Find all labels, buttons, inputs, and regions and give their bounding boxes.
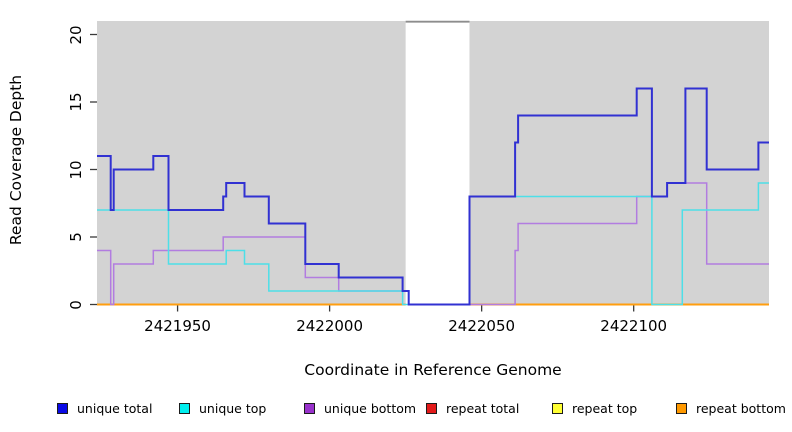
x-tick-label: 2421950 — [144, 316, 211, 335]
legend-swatch-icon — [426, 403, 437, 414]
y-axis-title: Read Coverage Depth — [7, 74, 25, 246]
y-tick-label: 10 — [67, 159, 85, 180]
legend-item-repeat-top: repeat top — [552, 401, 637, 416]
legend-label: repeat total — [446, 401, 520, 416]
x-axis-title: Coordinate in Reference Genome — [304, 361, 562, 379]
legend-swatch-icon — [179, 403, 190, 414]
legend-swatch-icon — [57, 403, 68, 414]
legend-label: unique top — [199, 401, 267, 416]
x-tick-label: 2422050 — [448, 316, 516, 335]
x-tick-label: 2422100 — [600, 316, 668, 335]
legend-swatch-icon — [552, 403, 563, 414]
legend-item-unique-top: unique top — [179, 401, 266, 416]
series-unique-total — [97, 87, 769, 306]
legend-item-unique-total: unique total — [57, 401, 152, 416]
series-unique-top — [97, 182, 769, 306]
legend-swatch-icon — [304, 403, 315, 414]
y-tick-label: 0 — [67, 299, 85, 310]
legend-label: unique total — [77, 401, 153, 416]
y-tick-label: 15 — [67, 92, 85, 112]
legend-item-repeat-total: repeat total — [426, 401, 519, 416]
y-tick-label: 20 — [67, 24, 85, 45]
legend-swatch-icon — [676, 403, 687, 414]
legend-label: repeat bottom — [696, 401, 786, 416]
legend-item-repeat-bottom: repeat bottom — [676, 401, 786, 416]
background-band — [97, 21, 406, 305]
x-tick-label: 2422000 — [296, 316, 364, 335]
background-band — [469, 21, 769, 305]
legend-label: unique bottom — [324, 401, 417, 416]
legend-item-unique-bottom: unique bottom — [304, 401, 416, 416]
legend-label: repeat top — [572, 401, 638, 416]
y-tick-label: 5 — [67, 232, 85, 242]
